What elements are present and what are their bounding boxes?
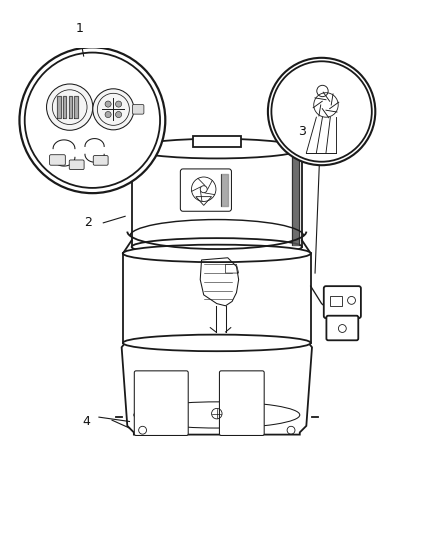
Text: 3: 3 xyxy=(298,125,306,138)
Circle shape xyxy=(268,58,375,165)
FancyBboxPatch shape xyxy=(49,155,65,165)
Ellipse shape xyxy=(123,245,311,262)
Ellipse shape xyxy=(132,238,302,256)
Circle shape xyxy=(105,101,111,107)
Text: 2: 2 xyxy=(84,216,92,229)
FancyBboxPatch shape xyxy=(69,160,84,169)
FancyBboxPatch shape xyxy=(324,286,361,318)
Polygon shape xyxy=(193,136,241,147)
FancyBboxPatch shape xyxy=(133,104,144,114)
FancyBboxPatch shape xyxy=(180,169,231,211)
Polygon shape xyxy=(122,343,312,434)
Ellipse shape xyxy=(132,139,302,158)
Circle shape xyxy=(116,101,122,107)
Ellipse shape xyxy=(134,402,300,428)
Circle shape xyxy=(93,89,134,130)
Ellipse shape xyxy=(123,335,311,351)
FancyBboxPatch shape xyxy=(326,316,358,340)
Text: 4: 4 xyxy=(82,415,90,428)
FancyBboxPatch shape xyxy=(134,371,188,435)
FancyBboxPatch shape xyxy=(93,156,108,165)
Circle shape xyxy=(105,111,111,118)
Text: 1: 1 xyxy=(75,22,83,35)
Circle shape xyxy=(46,84,93,130)
Polygon shape xyxy=(123,247,311,343)
Circle shape xyxy=(116,111,122,118)
Circle shape xyxy=(19,47,165,193)
FancyBboxPatch shape xyxy=(219,371,264,435)
Polygon shape xyxy=(132,149,302,247)
